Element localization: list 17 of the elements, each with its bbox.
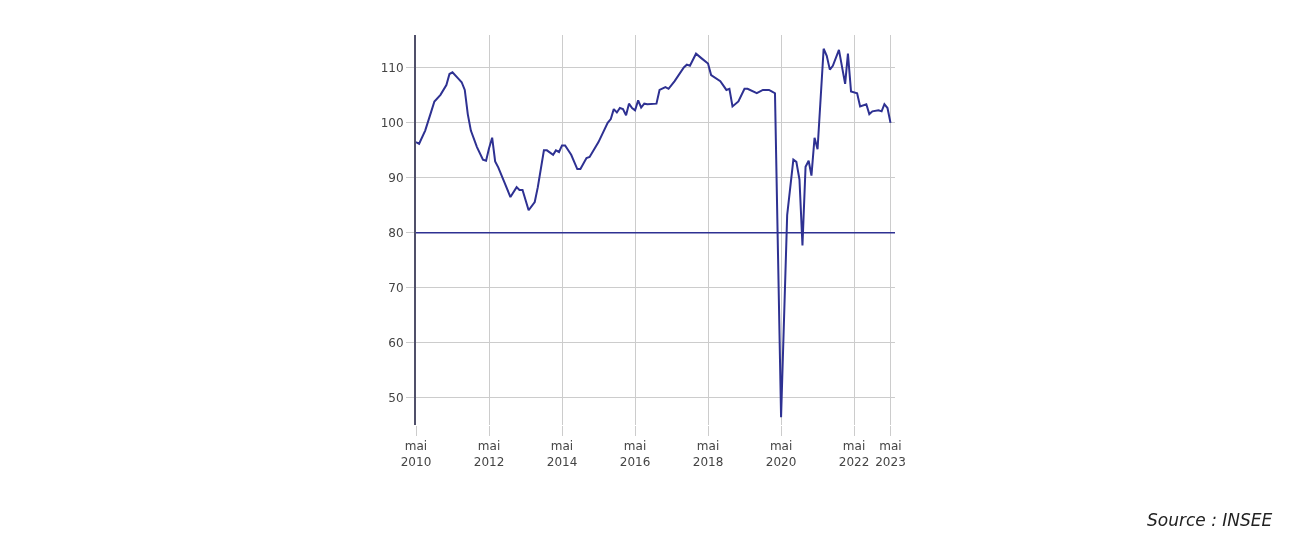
- y-tick-label: 100: [380, 116, 404, 131]
- x-tick-label: mai 2018: [692, 439, 724, 469]
- x-tick-label: mai 2016: [619, 439, 651, 469]
- x-tick-label: mai 2010: [400, 439, 432, 469]
- x-tick-label: mai 2022: [838, 439, 870, 469]
- y-tick-label: 70: [388, 280, 404, 295]
- y-tick-label: 50: [388, 390, 404, 405]
- y-tick-label: 80: [388, 225, 404, 240]
- x-tick-label: mai 2023: [875, 439, 906, 469]
- source-note: Source : INSEE: [1147, 510, 1273, 530]
- x-tick-label: mai 2012: [473, 439, 505, 469]
- line-series: [416, 47, 892, 419]
- x-tick-label: mai 2014: [546, 439, 578, 469]
- x-tick-label: mai 2020: [765, 439, 797, 469]
- y-tick-label: 90: [388, 171, 404, 186]
- y-tick-label: 60: [388, 335, 404, 350]
- y-tick-label: 110: [380, 61, 404, 76]
